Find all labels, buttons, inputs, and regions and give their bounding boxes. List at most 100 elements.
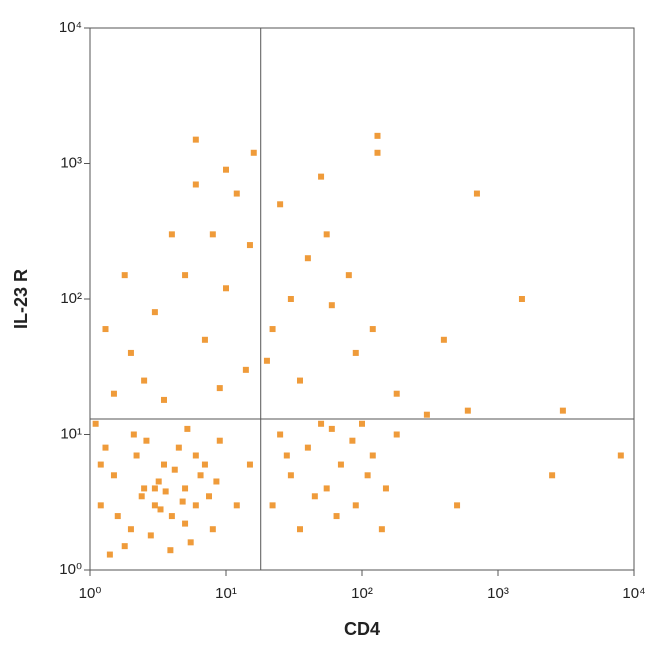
x-tick-label: 10⁰ [79,585,102,602]
data-point [171,466,178,473]
data-point [393,390,400,397]
data-point [337,461,344,468]
data-point [167,547,174,554]
data-point [328,425,335,432]
data-point [283,452,290,459]
y-tick-label: 10² [60,290,82,307]
x-tick-label: 10⁴ [622,585,645,602]
y-tick-label: 10³ [60,154,82,171]
y-tick-label: 10¹ [60,425,82,442]
data-point [345,272,352,279]
data-point [127,349,134,356]
data-point [374,132,381,139]
data-point [192,136,199,143]
data-point [374,149,381,156]
data-point [209,526,216,533]
data-point [97,461,104,468]
data-point [233,190,240,197]
data-point [216,385,223,392]
data-point [364,472,371,479]
data-point [182,485,189,492]
data-point [393,431,400,438]
data-point [151,485,158,492]
data-point [382,485,389,492]
data-point [518,296,525,302]
data-point [369,452,376,459]
data-point [175,444,182,451]
data-point [133,452,140,459]
data-point [277,201,284,208]
data-point [182,520,189,527]
x-axis-label: CD4 [344,619,380,639]
data-point [352,349,359,356]
data-point [617,452,624,459]
data-point [423,411,430,418]
data-point [201,336,208,343]
data-point [352,502,359,509]
data-point [549,472,556,479]
data-point [296,377,303,384]
data-point [110,472,117,479]
data-point [242,366,249,373]
data-point [359,420,365,427]
y-tick-label: 10⁴ [59,19,82,36]
plot-frame [89,27,635,571]
data-point [102,444,109,451]
data-point [318,173,325,180]
data-point [323,231,330,238]
data-point [110,390,117,397]
data-point [162,488,169,495]
data-point [102,326,109,333]
data-point [147,532,154,539]
data-point [559,407,566,414]
x-tick-label: 10¹ [215,585,237,602]
data-point [209,231,216,238]
data-point [151,309,158,316]
data-point [192,181,199,188]
data-point [287,472,294,479]
data-point [130,431,137,438]
data-point [440,336,447,343]
data-point [328,302,335,309]
data-point [157,506,164,513]
data-point [138,493,145,500]
data-point [106,551,113,558]
data-point [143,437,150,444]
data-point [277,431,284,438]
data-point [269,326,276,333]
data-point [473,190,480,197]
data-point [263,357,270,364]
y-tick-label: 10⁰ [59,561,82,578]
data-point [333,513,340,520]
data-point [233,502,240,509]
data-point [141,377,148,384]
x-tick-label: 10² [351,585,373,602]
data-point [168,513,175,520]
data-point [160,396,167,403]
data-point [201,461,208,468]
data-point [269,502,276,509]
data-point [464,407,471,414]
data-point [187,539,194,546]
data-point [151,502,158,509]
data-point [454,502,461,509]
data-point [184,425,191,432]
data-point [160,461,167,468]
data-point [92,420,99,427]
x-tick-label: 10³ [487,585,509,602]
data-point [213,478,220,485]
data-point [304,444,311,451]
data-point [223,285,229,292]
data-point [121,272,128,279]
data-point [192,452,199,459]
data-point [311,493,318,500]
data-point [97,502,104,509]
data-point [223,166,229,173]
data-point [369,326,376,333]
data-point [378,526,385,533]
data-point [192,502,199,509]
data-point [296,526,303,533]
data-point [114,513,121,520]
data-point [168,231,175,238]
